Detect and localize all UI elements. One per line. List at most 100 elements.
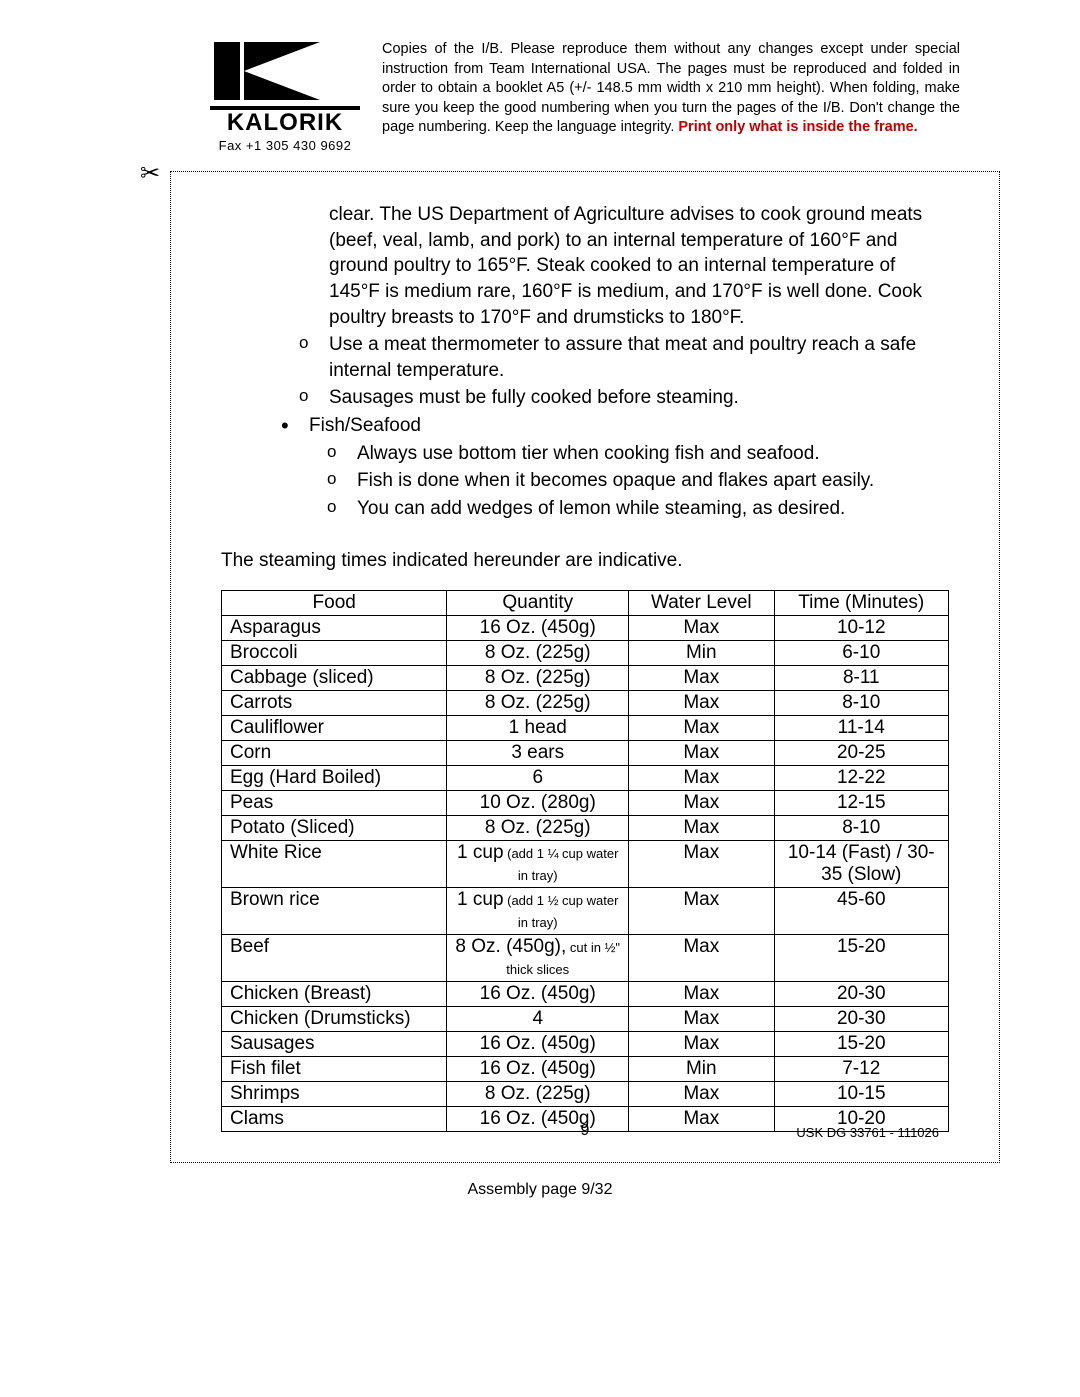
cell-time: 10-14 (Fast) / 30-35 (Slow) — [774, 840, 949, 887]
table-row: Beef8 Oz. (450g), cut in ½" thick slices… — [222, 934, 949, 981]
cell-water-level: Max — [629, 1081, 774, 1106]
cell-food: Corn — [222, 740, 447, 765]
cell-time: 8-11 — [774, 665, 949, 690]
cell-quantity: 16 Oz. (450g) — [447, 615, 629, 640]
cell-food: Broccoli — [222, 640, 447, 665]
table-row: Peas10 Oz. (280g)Max12-15 — [222, 790, 949, 815]
cell-time: 20-30 — [774, 981, 949, 1006]
cell-food: Shrimps — [222, 1081, 447, 1106]
cell-time: 15-20 — [774, 1031, 949, 1056]
document-code: USK DG 33761 - 111026 — [796, 1125, 939, 1140]
cell-food: Chicken (Drumsticks) — [222, 1006, 447, 1031]
table-row: Corn3 earsMax20-25 — [222, 740, 949, 765]
list-item: Always use bottom tier when cooking fish… — [309, 441, 939, 467]
cell-water-level: Max — [629, 934, 774, 981]
cell-quantity: 16 Oz. (450g) — [447, 981, 629, 1006]
cell-food: Peas — [222, 790, 447, 815]
cell-time: 6-10 — [774, 640, 949, 665]
content-frame: clear. The US Department of Agriculture … — [170, 171, 1000, 1163]
logo-block: KALORIK Fax +1 305 430 9692 — [210, 40, 360, 153]
cell-food: Fish filet — [222, 1056, 447, 1081]
cell-water-level: Max — [629, 1006, 774, 1031]
header-text-red: Print only what is inside the frame. — [678, 119, 917, 135]
cell-time: 10-12 — [774, 615, 949, 640]
cell-time: 10-15 — [774, 1081, 949, 1106]
table-row: Cabbage (sliced)8 Oz. (225g)Max8-11 — [222, 665, 949, 690]
assembly-page-label: Assembly page 9/32 — [100, 1181, 980, 1199]
cell-food: White Rice — [222, 840, 447, 887]
intro-paragraph: clear. The US Department of Agriculture … — [329, 202, 939, 330]
col-qty: Quantity — [447, 590, 629, 615]
cell-food: Clams — [222, 1106, 447, 1131]
cell-food: Cabbage (sliced) — [222, 665, 447, 690]
cell-water-level: Max — [629, 840, 774, 887]
cell-time: 15-20 — [774, 934, 949, 981]
cell-time: 8-10 — [774, 815, 949, 840]
table-row: Cauliflower1 headMax11-14 — [222, 715, 949, 740]
table-row: Chicken (Breast)16 Oz. (450g)Max20-30 — [222, 981, 949, 1006]
cell-time: 11-14 — [774, 715, 949, 740]
cell-quantity: 16 Oz. (450g) — [447, 1106, 629, 1131]
section-title: Fish/Seafood — [281, 413, 939, 439]
cell-water-level: Max — [629, 1031, 774, 1056]
table-row: Broccoli8 Oz. (225g)Min6-10 — [222, 640, 949, 665]
cell-quantity: 16 Oz. (450g) — [447, 1056, 629, 1081]
svg-text:KALORIK: KALORIK — [227, 109, 343, 132]
page-number: 9 — [581, 1122, 590, 1140]
cell-quantity: 3 ears — [447, 740, 629, 765]
cell-food: Carrots — [222, 690, 447, 715]
cell-quantity: 8 Oz. (225g) — [447, 815, 629, 840]
table-row: Chicken (Drumsticks)4Max20-30 — [222, 1006, 949, 1031]
scissors-icon: ✂ — [140, 159, 160, 188]
cell-quantity: 8 Oz. (225g) — [447, 640, 629, 665]
table-row: White Rice1 cup (add 1 ¼ cup water in tr… — [222, 840, 949, 887]
cell-quantity: 4 — [447, 1006, 629, 1031]
cell-water-level: Max — [629, 740, 774, 765]
cell-water-level: Max — [629, 815, 774, 840]
cell-food: Brown rice — [222, 887, 447, 934]
cell-water-level: Max — [629, 615, 774, 640]
steaming-times-table: Food Quantity Water Level Time (Minutes)… — [221, 590, 949, 1132]
col-food: Food — [222, 590, 447, 615]
cell-water-level: Max — [629, 665, 774, 690]
cell-water-level: Min — [629, 640, 774, 665]
cell-quantity: 1 cup (add 1 ½ cup water in tray) — [447, 887, 629, 934]
cell-quantity: 8 Oz. (225g) — [447, 1081, 629, 1106]
table-row: Egg (Hard Boiled)6Max12-22 — [222, 765, 949, 790]
fax-number: Fax +1 305 430 9692 — [210, 138, 360, 153]
cell-water-level: Max — [629, 1106, 774, 1131]
list-item: You can add wedges of lemon while steami… — [309, 496, 939, 522]
table-header-row: Food Quantity Water Level Time (Minutes) — [222, 590, 949, 615]
table-row: Carrots8 Oz. (225g)Max8-10 — [222, 690, 949, 715]
header-instructions: Copies of the I/B. Please reproduce them… — [382, 40, 960, 138]
col-water: Water Level — [629, 590, 774, 615]
cell-quantity: 6 — [447, 765, 629, 790]
table-row: Sausages16 Oz. (450g)Max15-20 — [222, 1031, 949, 1056]
cell-quantity: 1 cup (add 1 ¼ cup water in tray) — [447, 840, 629, 887]
list-item: Sausages must be fully cooked before ste… — [281, 385, 939, 411]
cell-food: Egg (Hard Boiled) — [222, 765, 447, 790]
cell-time: 12-15 — [774, 790, 949, 815]
cell-time: 20-30 — [774, 1006, 949, 1031]
cell-quantity: 10 Oz. (280g) — [447, 790, 629, 815]
table-row: Shrimps8 Oz. (225g)Max10-15 — [222, 1081, 949, 1106]
cell-quantity: 8 Oz. (225g) — [447, 690, 629, 715]
cell-quantity: 16 Oz. (450g) — [447, 1031, 629, 1056]
table-row: Brown rice1 cup (add 1 ½ cup water in tr… — [222, 887, 949, 934]
list-item: Fish is done when it becomes opaque and … — [309, 468, 939, 494]
cell-quantity: 8 Oz. (225g) — [447, 665, 629, 690]
kalorik-logo: KALORIK — [210, 40, 360, 132]
sub-bullets-1: Use a meat thermometer to assure that me… — [281, 332, 939, 411]
sub-bullets-2: Always use bottom tier when cooking fish… — [309, 441, 939, 522]
cell-food: Cauliflower — [222, 715, 447, 740]
cell-time: 7-12 — [774, 1056, 949, 1081]
cell-water-level: Max — [629, 981, 774, 1006]
cell-food: Asparagus — [222, 615, 447, 640]
cell-food: Beef — [222, 934, 447, 981]
section-bullets: Fish/Seafood — [281, 413, 939, 439]
table-row: Potato (Sliced)8 Oz. (225g)Max8-10 — [222, 815, 949, 840]
cell-food: Potato (Sliced) — [222, 815, 447, 840]
body-text: clear. The US Department of Agriculture … — [281, 202, 939, 522]
cell-food: Sausages — [222, 1031, 447, 1056]
cut-line-row: ✂ clear. The US Department of Agricultur… — [140, 171, 980, 1163]
